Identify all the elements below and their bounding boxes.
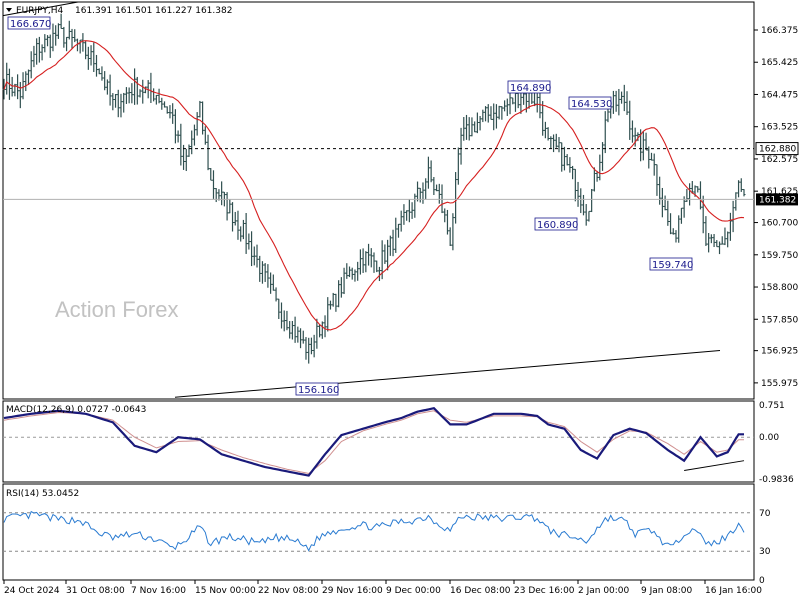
x-tick-label: 7 Nov 16:00 [131,586,186,596]
x-tick-label: 16 Dec 08:00 [450,586,511,596]
annotation-label: 166.670 [10,19,51,30]
rsi-tick-label: 0 [759,576,765,586]
macd-panel-frame [2,400,755,483]
x-tick-label: 9 Dec 00:00 [386,586,441,596]
annotation-box [649,257,693,271]
price-panel-frame [2,1,755,400]
rsi-line [3,510,745,552]
x-tick-label: 15 Nov 00:00 [195,586,256,596]
annotation-label: 164.530 [571,99,612,110]
price-tick-label: 163.525 [761,123,798,133]
price-annotation: 159.740 [649,257,693,271]
price-tick-label: 155.975 [761,379,798,389]
price-annotation: 164.530 [568,96,612,110]
price-tick-label: 164.475 [761,90,798,100]
price-tick-label: 161.625 [761,187,798,197]
price-annotation: 156.160 [295,382,339,396]
price-tick-label: 166.375 [761,26,798,36]
annotation-label: 164.890 [510,83,551,94]
x-tick-label: 24 Oct 2024 [4,586,60,596]
current-price-label: 161.382 [759,195,796,205]
x-tick-label: 2 Jan 00:00 [578,586,630,596]
reference-price-tag [755,142,799,156]
rsi-tick-label: 70 [759,509,771,519]
price-bar [742,189,746,197]
upper-trendline [2,1,79,17]
lower-trendline [174,349,721,398]
x-tick-label: 29 Nov 16:00 [322,586,383,596]
annotation-box [295,382,339,396]
reference-price-label: 162.880 [759,145,796,155]
macd-signal-line [3,410,744,475]
price-tick-label: 157.850 [761,315,798,325]
ohlc-header: 161.391 161.501 161.227 161.382 [75,6,232,16]
price-tick-label: 162.575 [761,155,798,165]
annotation-label: 160.890 [537,220,578,231]
macd-trendline [684,460,745,471]
price-tick-label: 165.425 [761,58,798,68]
x-tick-label: 9 Jan 08:00 [641,586,693,596]
annotation-label: 159.740 [652,260,693,271]
price-annotation: 164.890 [507,80,551,94]
macd-tick-label: 0.00 [759,433,779,443]
collapse-triangle-icon[interactable] [6,8,12,12]
price-tick-label: 160.700 [761,219,798,229]
price-tick-label: 159.750 [761,251,798,261]
x-tick-label: 23 Dec 16:00 [514,586,575,596]
watermark: Action Forex [55,297,179,322]
annotation-label: 156.160 [298,385,339,396]
symbol-header: EURJPY,H4 [16,6,64,16]
current-price-tag [756,193,798,206]
annotation-box [7,16,51,30]
price-annotation: 160.890 [534,217,578,231]
x-tick-label: 16 Jan 16:00 [705,586,762,596]
rsi-header: RSI(14) 53.0452 [6,489,79,499]
macd-tick-label: -0.9836 [759,475,794,485]
price-annotation: 166.670 [7,16,51,30]
price-tick-label: 158.800 [761,283,798,293]
macd-line [3,406,744,477]
annotation-box [568,96,612,110]
rsi-tick-label: 30 [759,547,771,557]
rsi-panel-frame [2,483,755,581]
annotation-box [507,80,551,94]
macd-header: MACD(12,26,9) 0.0727 -0.0643 [6,405,146,415]
x-tick-label: 22 Nov 08:00 [258,586,319,596]
x-tick-label: 31 Oct 08:00 [66,586,125,596]
annotation-box [534,217,578,231]
price-tick-label: 156.925 [761,347,798,357]
macd-tick-label: 0.751 [759,401,785,411]
moving-average-line [3,40,745,331]
